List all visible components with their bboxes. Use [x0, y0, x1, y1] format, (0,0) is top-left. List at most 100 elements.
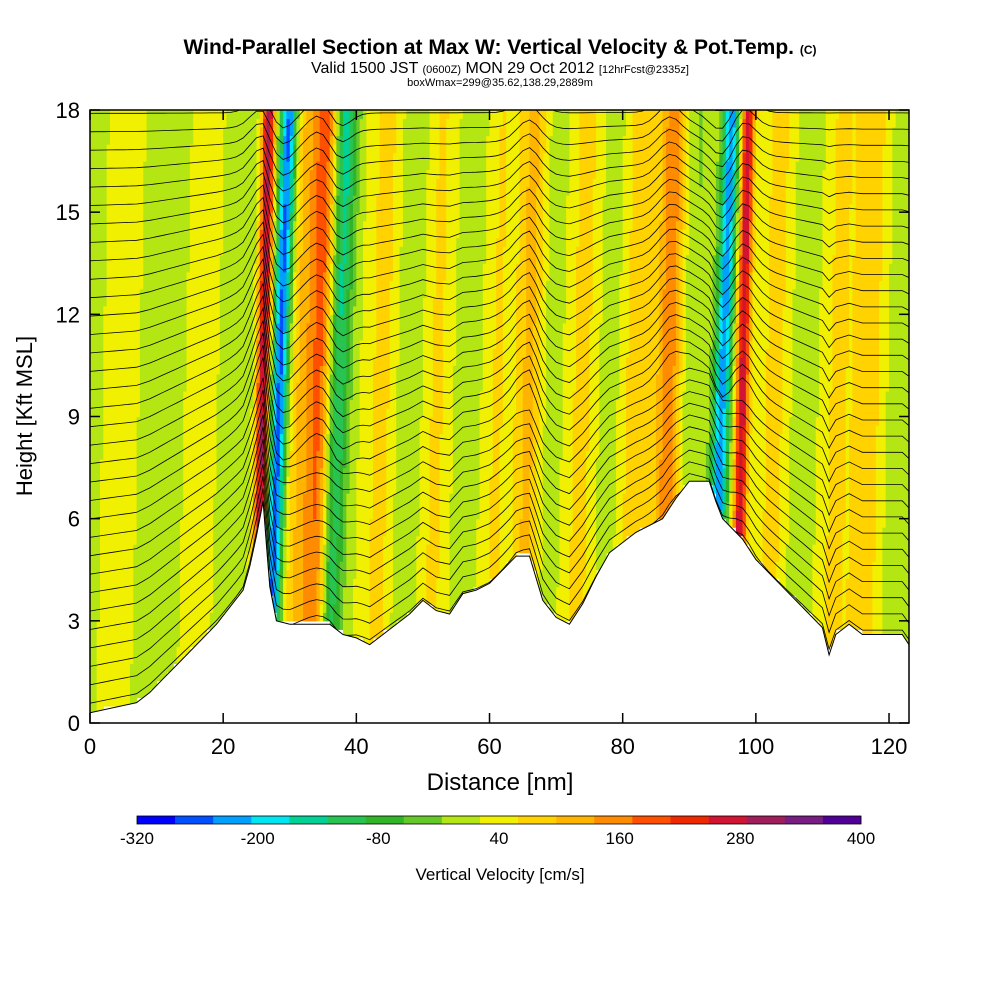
velocity-cell	[103, 569, 108, 579]
velocity-cell	[349, 501, 354, 511]
velocity-cell	[329, 195, 334, 205]
velocity-cell	[223, 442, 228, 452]
velocity-cell	[239, 314, 244, 324]
velocity-cell	[153, 578, 158, 588]
velocity-cell	[346, 356, 351, 367]
velocity-cell	[349, 518, 354, 528]
velocity-cell	[289, 595, 294, 605]
velocity-cell	[109, 288, 114, 298]
velocity-cell	[139, 510, 144, 520]
velocity-cell	[189, 450, 194, 460]
velocity-cell	[253, 254, 258, 264]
velocity-cell	[166, 476, 171, 486]
velocity-cell	[253, 212, 258, 222]
velocity-cell	[339, 127, 344, 137]
velocity-cell	[273, 390, 278, 401]
velocity-cell	[193, 348, 198, 358]
velocity-cell	[276, 612, 281, 622]
velocity-cell	[333, 518, 337, 528]
velocity-cell	[329, 612, 334, 622]
velocity-cell	[113, 178, 118, 188]
velocity-cell	[179, 322, 184, 332]
velocity-cell	[339, 339, 344, 349]
velocity-cell	[319, 254, 324, 264]
velocity-cell	[166, 297, 171, 307]
velocity-cell	[126, 637, 131, 647]
velocity-cell	[303, 390, 307, 401]
velocity-cell	[146, 467, 151, 477]
velocity-cell	[109, 612, 114, 622]
velocity-cell	[143, 288, 148, 298]
velocity-cell	[243, 254, 248, 264]
velocity-cell	[323, 390, 327, 401]
velocity-cell	[336, 220, 341, 230]
velocity-cell	[123, 212, 128, 222]
velocity-cell	[286, 561, 291, 571]
velocity-cell	[106, 237, 111, 247]
velocity-cell	[153, 459, 158, 469]
velocity-cell	[96, 680, 101, 690]
velocity-cell	[99, 152, 104, 162]
velocity-cell	[213, 254, 218, 264]
velocity-cell	[196, 314, 201, 324]
velocity-cell	[329, 305, 334, 315]
velocity-cell	[149, 629, 154, 639]
velocity-cell	[253, 407, 258, 418]
velocity-cell	[286, 110, 291, 120]
velocity-cell	[146, 646, 151, 656]
velocity-cell	[90, 680, 94, 690]
velocity-cell	[156, 263, 161, 273]
velocity-cell	[319, 527, 324, 537]
velocity-cell	[179, 595, 184, 605]
velocity-cell	[196, 569, 201, 579]
velocity-cell	[196, 459, 201, 469]
velocity-cell	[196, 118, 201, 128]
velocity-cell	[176, 629, 181, 639]
velocity-cell	[96, 254, 101, 264]
velocity-cell	[256, 246, 261, 256]
velocity-cell	[279, 365, 284, 375]
velocity-cell	[323, 203, 327, 213]
velocity-cell	[276, 544, 281, 554]
velocity-cell	[303, 484, 307, 494]
velocity-cell	[129, 305, 134, 315]
velocity-cell	[223, 399, 228, 409]
velocity-cell	[336, 186, 341, 196]
velocity-cell	[149, 331, 154, 341]
velocity-cell	[109, 510, 114, 520]
velocity-cell	[219, 152, 224, 162]
velocity-cell	[293, 578, 298, 588]
velocity-cell	[139, 212, 144, 222]
velocity-cell	[249, 127, 254, 137]
velocity-cell	[336, 595, 341, 605]
velocity-cell	[236, 518, 241, 528]
velocity-cell	[283, 195, 288, 205]
velocity-cell	[229, 348, 234, 358]
velocity-cell	[283, 416, 288, 426]
velocity-cell	[296, 229, 301, 239]
velocity-cell	[203, 169, 208, 179]
velocity-cell	[196, 365, 201, 375]
velocity-cell	[96, 688, 101, 699]
velocity-cell	[259, 246, 264, 256]
velocity-cell	[103, 680, 108, 690]
velocity-cell	[169, 356, 174, 367]
velocity-cell	[216, 390, 221, 401]
velocity-cell	[323, 297, 327, 307]
velocity-cell	[236, 578, 241, 588]
velocity-cell	[193, 331, 198, 341]
velocity-cell	[129, 161, 134, 171]
velocity-cell	[256, 510, 261, 520]
velocity-cell	[199, 365, 204, 375]
velocity-cell	[219, 271, 224, 281]
velocity-cell	[106, 161, 111, 171]
velocity-cell	[116, 212, 121, 222]
velocity-cell	[339, 178, 344, 188]
velocity-cell	[276, 595, 281, 605]
velocity-cell	[266, 220, 271, 230]
velocity-cell	[203, 612, 208, 622]
velocity-cell	[243, 135, 248, 145]
velocity-cell	[143, 339, 148, 349]
velocity-cell	[149, 118, 154, 128]
velocity-cell	[339, 229, 344, 239]
